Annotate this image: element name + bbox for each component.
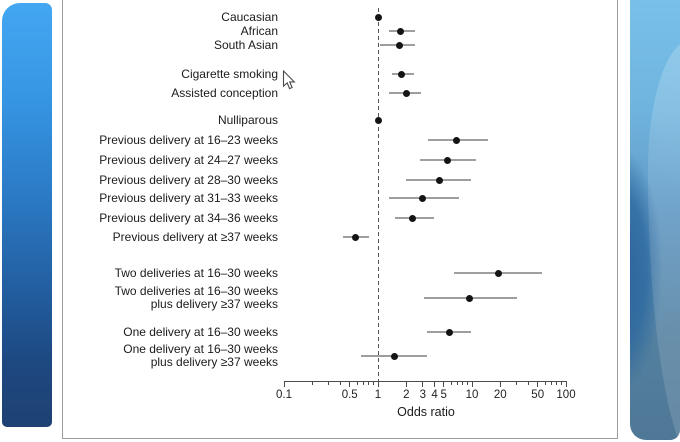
mouse-cursor-icon (282, 70, 296, 90)
axis-tick-label: 4 (431, 389, 438, 401)
axis-tick-label: 3 (419, 389, 427, 401)
row-label: Two deliveries at 16–30 weeks (114, 266, 278, 280)
axis-tick (311, 381, 313, 385)
row-label-line1: One delivery at 16–30 weeks (123, 342, 278, 356)
axis-tick (356, 381, 358, 385)
axis-tick (422, 381, 424, 387)
row-label: One delivery at 16–30 weeks (123, 325, 278, 339)
forest-plot: Odds ratio 0.1 0.5 1 2 3 4 5 10 20 50 100 Caucasian… (63, 0, 617, 438)
x-axis-line (284, 381, 566, 383)
row-label: Previous delivery at 24–27 weeks (99, 153, 278, 167)
row-label: Previous delivery at 31–33 weeks (99, 191, 278, 205)
axis-tick (349, 381, 351, 387)
odds-ratio-point (445, 328, 453, 336)
row-label: Previous delivery at ≥37 weeks (112, 230, 278, 244)
odds-ratio-point (396, 41, 404, 49)
row-label-line2: plus delivery ≥37 weeks (150, 296, 278, 311)
odds-ratio-point (398, 70, 406, 78)
row-label-line1: Two deliveries at 16–30 weeks (114, 284, 278, 298)
row-label: Previous delivery at 34–36 weeks (99, 211, 278, 225)
axis-tick-label: 10 (465, 389, 479, 401)
odds-ratio-point (391, 352, 399, 360)
axis-tick (368, 381, 370, 385)
odds-ratio-point (444, 156, 452, 164)
odds-ratio-point (374, 116, 382, 124)
row-label: Previous delivery at 28–30 weeks (99, 173, 278, 187)
x-axis-title: Odds ratio (397, 405, 455, 419)
odds-ratio-point (402, 89, 410, 97)
axis-tick (340, 381, 342, 385)
axis-tick (471, 381, 473, 387)
odds-ratio-point (435, 176, 443, 184)
axis-tick-label: 0.5 (341, 389, 358, 401)
axis-tick (362, 381, 364, 385)
left-decor-bar (2, 3, 52, 427)
right-decor-panel (630, 0, 680, 440)
odds-ratio-point (419, 194, 427, 202)
axis-tick-label: 20 (493, 389, 507, 401)
row-label: Assisted conception (171, 86, 278, 100)
row-label: One delivery at 16–30 weeks plus delivery… (63, 343, 278, 368)
axis-tick (283, 381, 285, 387)
axis-tick (565, 381, 567, 387)
axis-tick (434, 381, 436, 387)
axis-tick (556, 381, 558, 385)
right-decor-swoosh-light (648, 40, 680, 440)
reference-line-or-1 (377, 8, 379, 381)
axis-tick (462, 381, 464, 385)
axis-tick-label: 1 (374, 389, 382, 401)
axis-tick (544, 381, 546, 385)
axis-tick (561, 381, 563, 385)
axis-tick (450, 381, 452, 385)
row-label: Previous delivery at 16–23 weeks (99, 133, 278, 147)
odds-ratio-point (466, 294, 474, 302)
axis-tick (467, 381, 469, 385)
axis-tick (377, 381, 379, 387)
row-label: Nulliparous (217, 113, 278, 127)
odds-ratio-point (374, 13, 382, 21)
row-label: Caucasian (221, 10, 278, 24)
row-label: Two deliveries at 16–30 weeks plus delive… (63, 285, 278, 310)
axis-tick (373, 381, 375, 385)
axis-tick (405, 381, 407, 387)
axis-tick-label: 5 (440, 389, 447, 401)
odds-ratio-point (351, 233, 359, 241)
axis-tick (456, 381, 458, 385)
slide-panel: Odds ratio 0.1 0.5 1 2 3 4 5 10 20 50 100 Caucasian… (62, 0, 618, 439)
axis-tick (528, 381, 530, 385)
odds-ratio-point (397, 27, 405, 35)
axis-tick (443, 381, 445, 387)
axis-tick-label: 0.1 (276, 389, 292, 401)
row-label: Cigarette smoking (181, 67, 278, 81)
axis-tick-label: 50 (531, 389, 545, 401)
odds-ratio-point (453, 136, 461, 144)
axis-tick (516, 381, 518, 385)
row-label: South Asian (213, 38, 278, 52)
row-label: African (240, 24, 278, 38)
axis-tick-label: 2 (403, 389, 410, 401)
axis-tick (328, 381, 330, 385)
odds-ratio-point (409, 214, 417, 222)
axis-tick (550, 381, 552, 385)
axis-tick (537, 381, 539, 387)
axis-tick (499, 381, 501, 387)
odds-ratio-point (494, 269, 502, 277)
row-label-line2: plus delivery ≥37 weeks (150, 354, 278, 369)
axis-tick-label: 100 (556, 389, 576, 401)
